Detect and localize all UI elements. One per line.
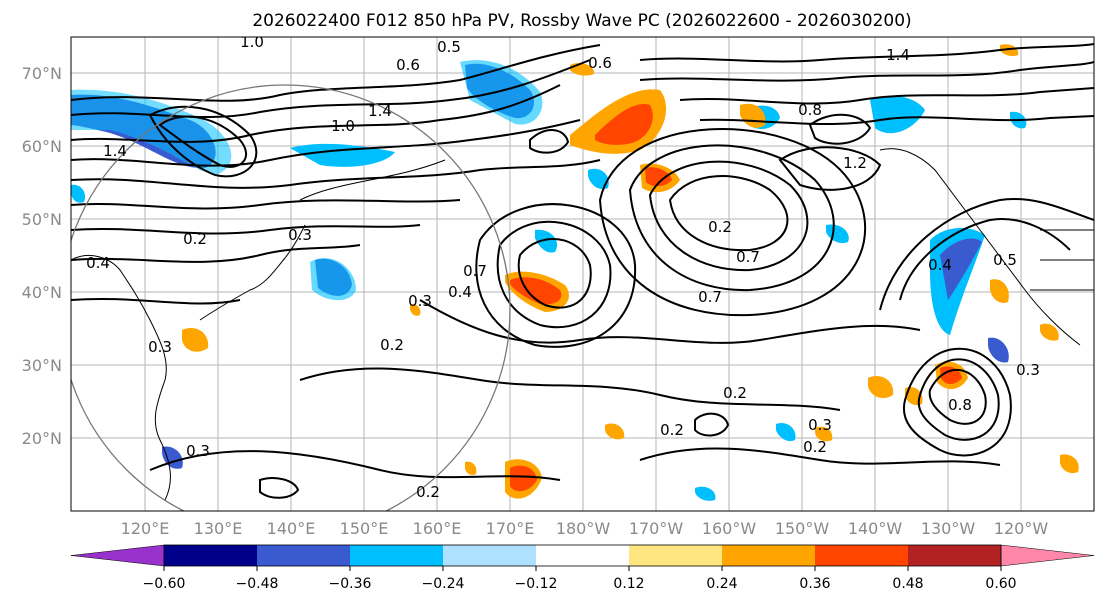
- lon-label: 120°W: [994, 519, 1049, 538]
- negative-anomaly-shading: [71, 60, 1027, 501]
- contour-label: 1.4: [368, 102, 392, 120]
- contour-label: 0.4: [86, 254, 110, 272]
- contour-label: 0.2: [183, 230, 207, 248]
- colorbar-tick-label: 0.48: [892, 576, 923, 592]
- contour-label: 0.7: [736, 248, 760, 266]
- contour-label: 1.4: [103, 142, 127, 160]
- colorbar-extend-low: [70, 544, 165, 567]
- contour-label: 0.3: [408, 292, 432, 310]
- colorbar-segment: [350, 545, 443, 566]
- lat-label: 70°N: [22, 64, 62, 83]
- colorbar-segment: [257, 545, 350, 566]
- colorbar-segment: [443, 545, 536, 566]
- lon-label: 120°E: [121, 519, 170, 538]
- colorbar-tick-label: 0.36: [799, 576, 830, 592]
- colorbar-tick-label: −0.12: [515, 576, 558, 592]
- contour-label: 0.2: [803, 438, 827, 456]
- lat-label: 40°N: [22, 283, 62, 302]
- lon-label: 140°W: [848, 519, 903, 538]
- contour-label: 0.8: [798, 101, 822, 119]
- contour-label: 0.6: [396, 56, 420, 74]
- contour-label: 0.2: [723, 384, 747, 402]
- lon-label: 130°W: [921, 519, 976, 538]
- contour-label: 0.2: [660, 421, 684, 439]
- lat-label: 20°N: [22, 429, 62, 448]
- lon-label: 170°W: [629, 519, 684, 538]
- colorbar-segment: [815, 545, 908, 566]
- colorbar-tick-label: 0.24: [706, 576, 737, 592]
- colorbar-segment: [722, 545, 815, 566]
- colorbar-tick-label: −0.36: [329, 576, 372, 592]
- longitude-labels: 120°E 130°E 140°E 150°E 160°E 170°E 180°W 170°W…: [121, 519, 1049, 538]
- colorbar-tick-label: −0.60: [143, 576, 186, 592]
- lon-label: 150°W: [775, 519, 830, 538]
- pv-contours: [71, 43, 1094, 499]
- contour-label: 0.4: [448, 283, 472, 301]
- lon-label: 180°W: [556, 519, 611, 538]
- map-panel: 1.0 0.5 0.6 1.4 1.0 1.4 1.2 0.8 0.2 0.3 0.4 0.7 0.4 0…: [70, 33, 1095, 512]
- lon-label: 150°E: [340, 519, 389, 538]
- colorbar-segment: [629, 545, 722, 566]
- lon-label: 130°E: [194, 519, 243, 538]
- contour-label: 0.7: [463, 262, 487, 280]
- colorbar-segment: [536, 545, 629, 566]
- map-title: 2026022400 F012 850 hPa PV, Rossby Wave …: [252, 11, 911, 31]
- lat-label: 60°N: [22, 137, 62, 156]
- contour-label: 0.3: [288, 226, 312, 244]
- contour-label: 0.5: [437, 38, 461, 56]
- contour-label: 0.7: [698, 288, 722, 306]
- contour-label: 0.2: [416, 483, 440, 501]
- colorbar-tick-label: 0.12: [613, 576, 644, 592]
- positive-anomaly-shading: [182, 44, 1079, 499]
- colorbar-outline: [163, 544, 1002, 567]
- colorbar-tick-label: −0.24: [422, 576, 465, 592]
- lat-label: 50°N: [22, 210, 62, 229]
- lon-label: 160°E: [413, 519, 462, 538]
- contour-label: 1.4: [886, 46, 910, 64]
- contour-label: 0.4: [928, 256, 952, 274]
- coastlines: [71, 148, 1094, 501]
- contour-label: 0.2: [380, 336, 404, 354]
- colorbar-segment: [908, 545, 1001, 566]
- contour-labels: 1.0 0.5 0.6 1.4 1.0 1.4 1.2 0.8 0.2 0.3 0.4 0.7 0.4 0…: [86, 33, 1040, 501]
- range-ring: [71, 84, 511, 511]
- contour-label: 1.2: [843, 154, 867, 172]
- contour-label: 0.3: [1016, 361, 1040, 379]
- contour-label: 0.3: [808, 416, 832, 434]
- colorbar-tick-label: −0.48: [236, 576, 279, 592]
- contour-label: 0.8: [948, 396, 972, 414]
- contour-label: 0.3: [148, 338, 172, 356]
- colorbar-segment: [164, 545, 257, 566]
- colorbar-extend-high: [1000, 544, 1095, 567]
- lon-label: 160°W: [702, 519, 757, 538]
- lat-label: 30°N: [22, 356, 62, 375]
- lon-label: 140°E: [267, 519, 316, 538]
- contour-label: 0.5: [993, 251, 1017, 269]
- colorbar: −0.60 −0.48 −0.36 −0.24 −0.12 0.12 0.24 0.36 0.4…: [70, 544, 1095, 592]
- contour-label: 1.0: [240, 33, 264, 51]
- contour-label: 0.2: [708, 218, 732, 236]
- map-frame: [70, 36, 1095, 512]
- colorbar-tick-label: 0.60: [985, 576, 1016, 592]
- contour-label: 0.3: [186, 442, 210, 460]
- contour-label: 1.0: [331, 117, 355, 135]
- latitude-labels: 70°N 60°N 50°N 40°N 30°N 20°N: [22, 64, 62, 448]
- lon-label: 170°E: [486, 519, 535, 538]
- contour-label: 0.6: [588, 54, 612, 72]
